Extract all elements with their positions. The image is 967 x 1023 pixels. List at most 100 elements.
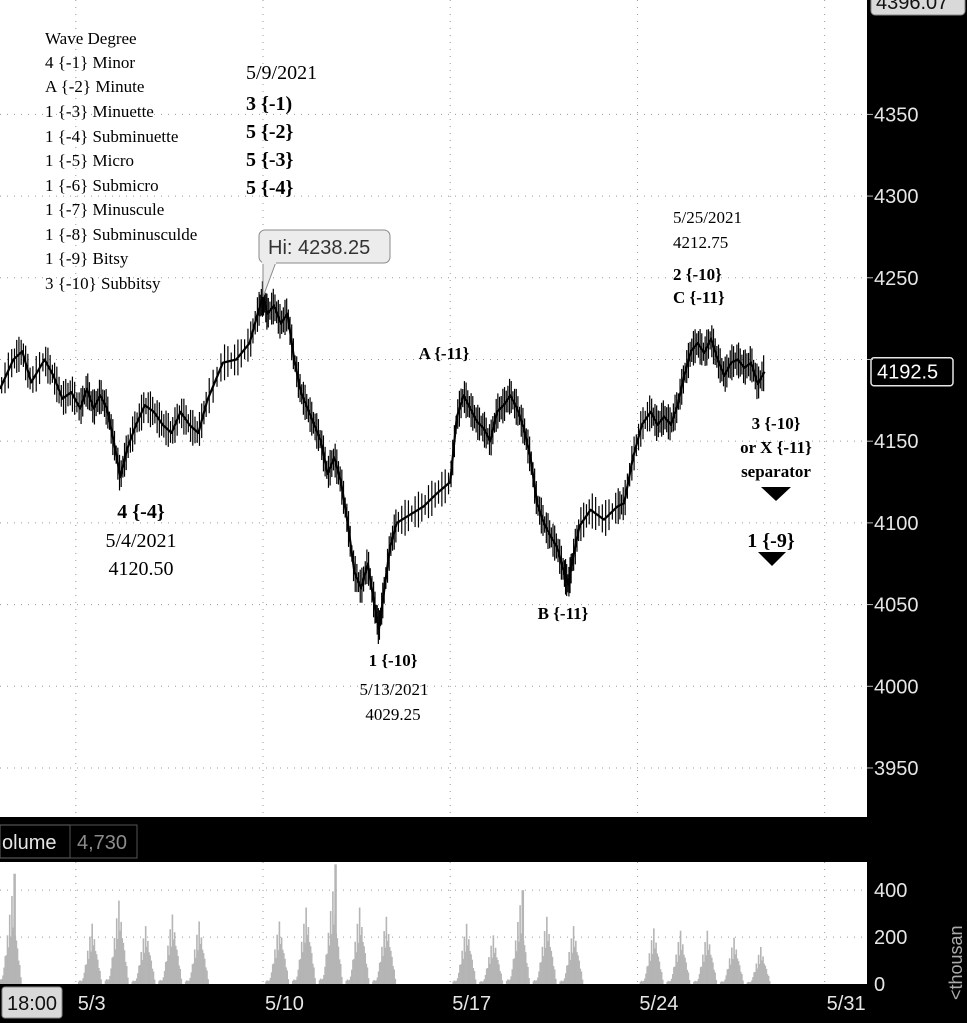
volume-bar (339, 963, 342, 984)
volume-bar (20, 977, 22, 984)
volume-bar (488, 957, 490, 984)
volume-bar (563, 978, 566, 984)
volume-bar (176, 949, 178, 984)
volume-bar (683, 954, 685, 984)
volume-bar (685, 962, 687, 984)
volume-bar (728, 958, 731, 984)
volume-bar (95, 954, 98, 984)
volume-bar (173, 932, 176, 984)
volume-bar (741, 973, 743, 984)
volume-bar (726, 969, 729, 984)
volume-bar (508, 980, 510, 984)
volume-bar (658, 961, 661, 984)
volume-bar (206, 970, 208, 984)
volume-bar (294, 980, 296, 984)
volume-bar (500, 973, 502, 984)
volume-bar (166, 961, 168, 984)
volume-bar (153, 979, 156, 984)
volume-bar (505, 980, 508, 984)
volume-bar (265, 981, 267, 984)
volume-bar (576, 952, 578, 984)
volume-tick-label: 200 (874, 927, 907, 949)
volume-bar (544, 947, 547, 984)
y-tick-label: 3950 (874, 758, 919, 780)
volume-bar (83, 972, 86, 984)
volume-bar (385, 916, 388, 984)
volume-bar (79, 980, 81, 984)
volume-bar (459, 964, 461, 984)
volume-bar (768, 981, 771, 984)
wave-degree-item: 1 {-5} Micro (45, 151, 134, 170)
volume-bar (490, 945, 492, 984)
volume-bar (699, 967, 702, 984)
volume-bar (329, 911, 332, 984)
y-tick-label: 4300 (874, 186, 919, 208)
volume-bar (7, 947, 10, 984)
volume-bar (661, 979, 664, 984)
volume-bar (291, 980, 294, 984)
volume-bar (722, 981, 724, 984)
volume-bar (323, 974, 325, 984)
volume-bar (566, 965, 568, 984)
volume-bar (268, 980, 271, 984)
volume-bar (161, 980, 164, 984)
volume-bar (278, 921, 281, 984)
volume-bar (479, 982, 481, 984)
volume-bar (341, 976, 343, 984)
volume-bar (704, 942, 706, 984)
volume-bar (108, 979, 110, 984)
volume-bar (577, 955, 579, 984)
volume-bar (169, 929, 171, 984)
volume-bar (532, 981, 535, 984)
volume-bar (187, 981, 189, 984)
volume-bar (94, 950, 97, 984)
volume-bar (527, 966, 529, 984)
volume-bar (88, 958, 90, 984)
volume-bar (497, 959, 499, 984)
volume-bar (327, 932, 330, 984)
volume-bar (515, 951, 518, 984)
volume-bar (117, 939, 119, 984)
volume-bar (534, 980, 537, 984)
volume-bar (205, 967, 207, 984)
volume-bar (482, 981, 485, 984)
volume-bar (380, 961, 382, 984)
volume-bar (541, 946, 544, 984)
volume-bar (310, 953, 313, 984)
volume-bar (758, 964, 761, 984)
volume-bar (2, 975, 4, 984)
volume-bar (142, 938, 145, 984)
volume-bar (452, 981, 455, 984)
volume-bar (480, 981, 482, 984)
volume-bar (322, 978, 324, 984)
volume-bar (513, 958, 516, 984)
volume-bar (150, 960, 153, 984)
volume-bar (709, 954, 712, 984)
volume-bar (373, 980, 375, 984)
volume-tick-label: 400 (874, 880, 907, 902)
volume-bar (455, 980, 458, 984)
volume-bar (666, 981, 669, 984)
volume-bar (550, 950, 553, 984)
volume-bar (641, 981, 644, 984)
volume-bar (306, 935, 309, 984)
volume-bar (660, 971, 663, 984)
volume-bar (376, 977, 379, 984)
time-tag-text: 18:00 (7, 993, 57, 1015)
volume-bar (199, 943, 202, 984)
volume-bar (372, 981, 374, 984)
wave-degree-item: 3 {-10} Subbitsy (45, 274, 161, 293)
volume-bar (713, 969, 715, 984)
volume-bar (298, 959, 301, 984)
volume-bar (755, 963, 758, 984)
volume-bar (501, 980, 504, 984)
volume-bar (269, 977, 272, 984)
volume-bar (273, 963, 275, 984)
x-tick-label: 5/31 (827, 993, 866, 1015)
volume-bar (197, 950, 199, 984)
price-series (0, 281, 766, 645)
volume-bar (112, 956, 115, 984)
volume-bar (104, 980, 107, 984)
volume-bar (172, 939, 175, 984)
wave-degree-item: 1 {-8} Subminusculde (45, 225, 197, 244)
